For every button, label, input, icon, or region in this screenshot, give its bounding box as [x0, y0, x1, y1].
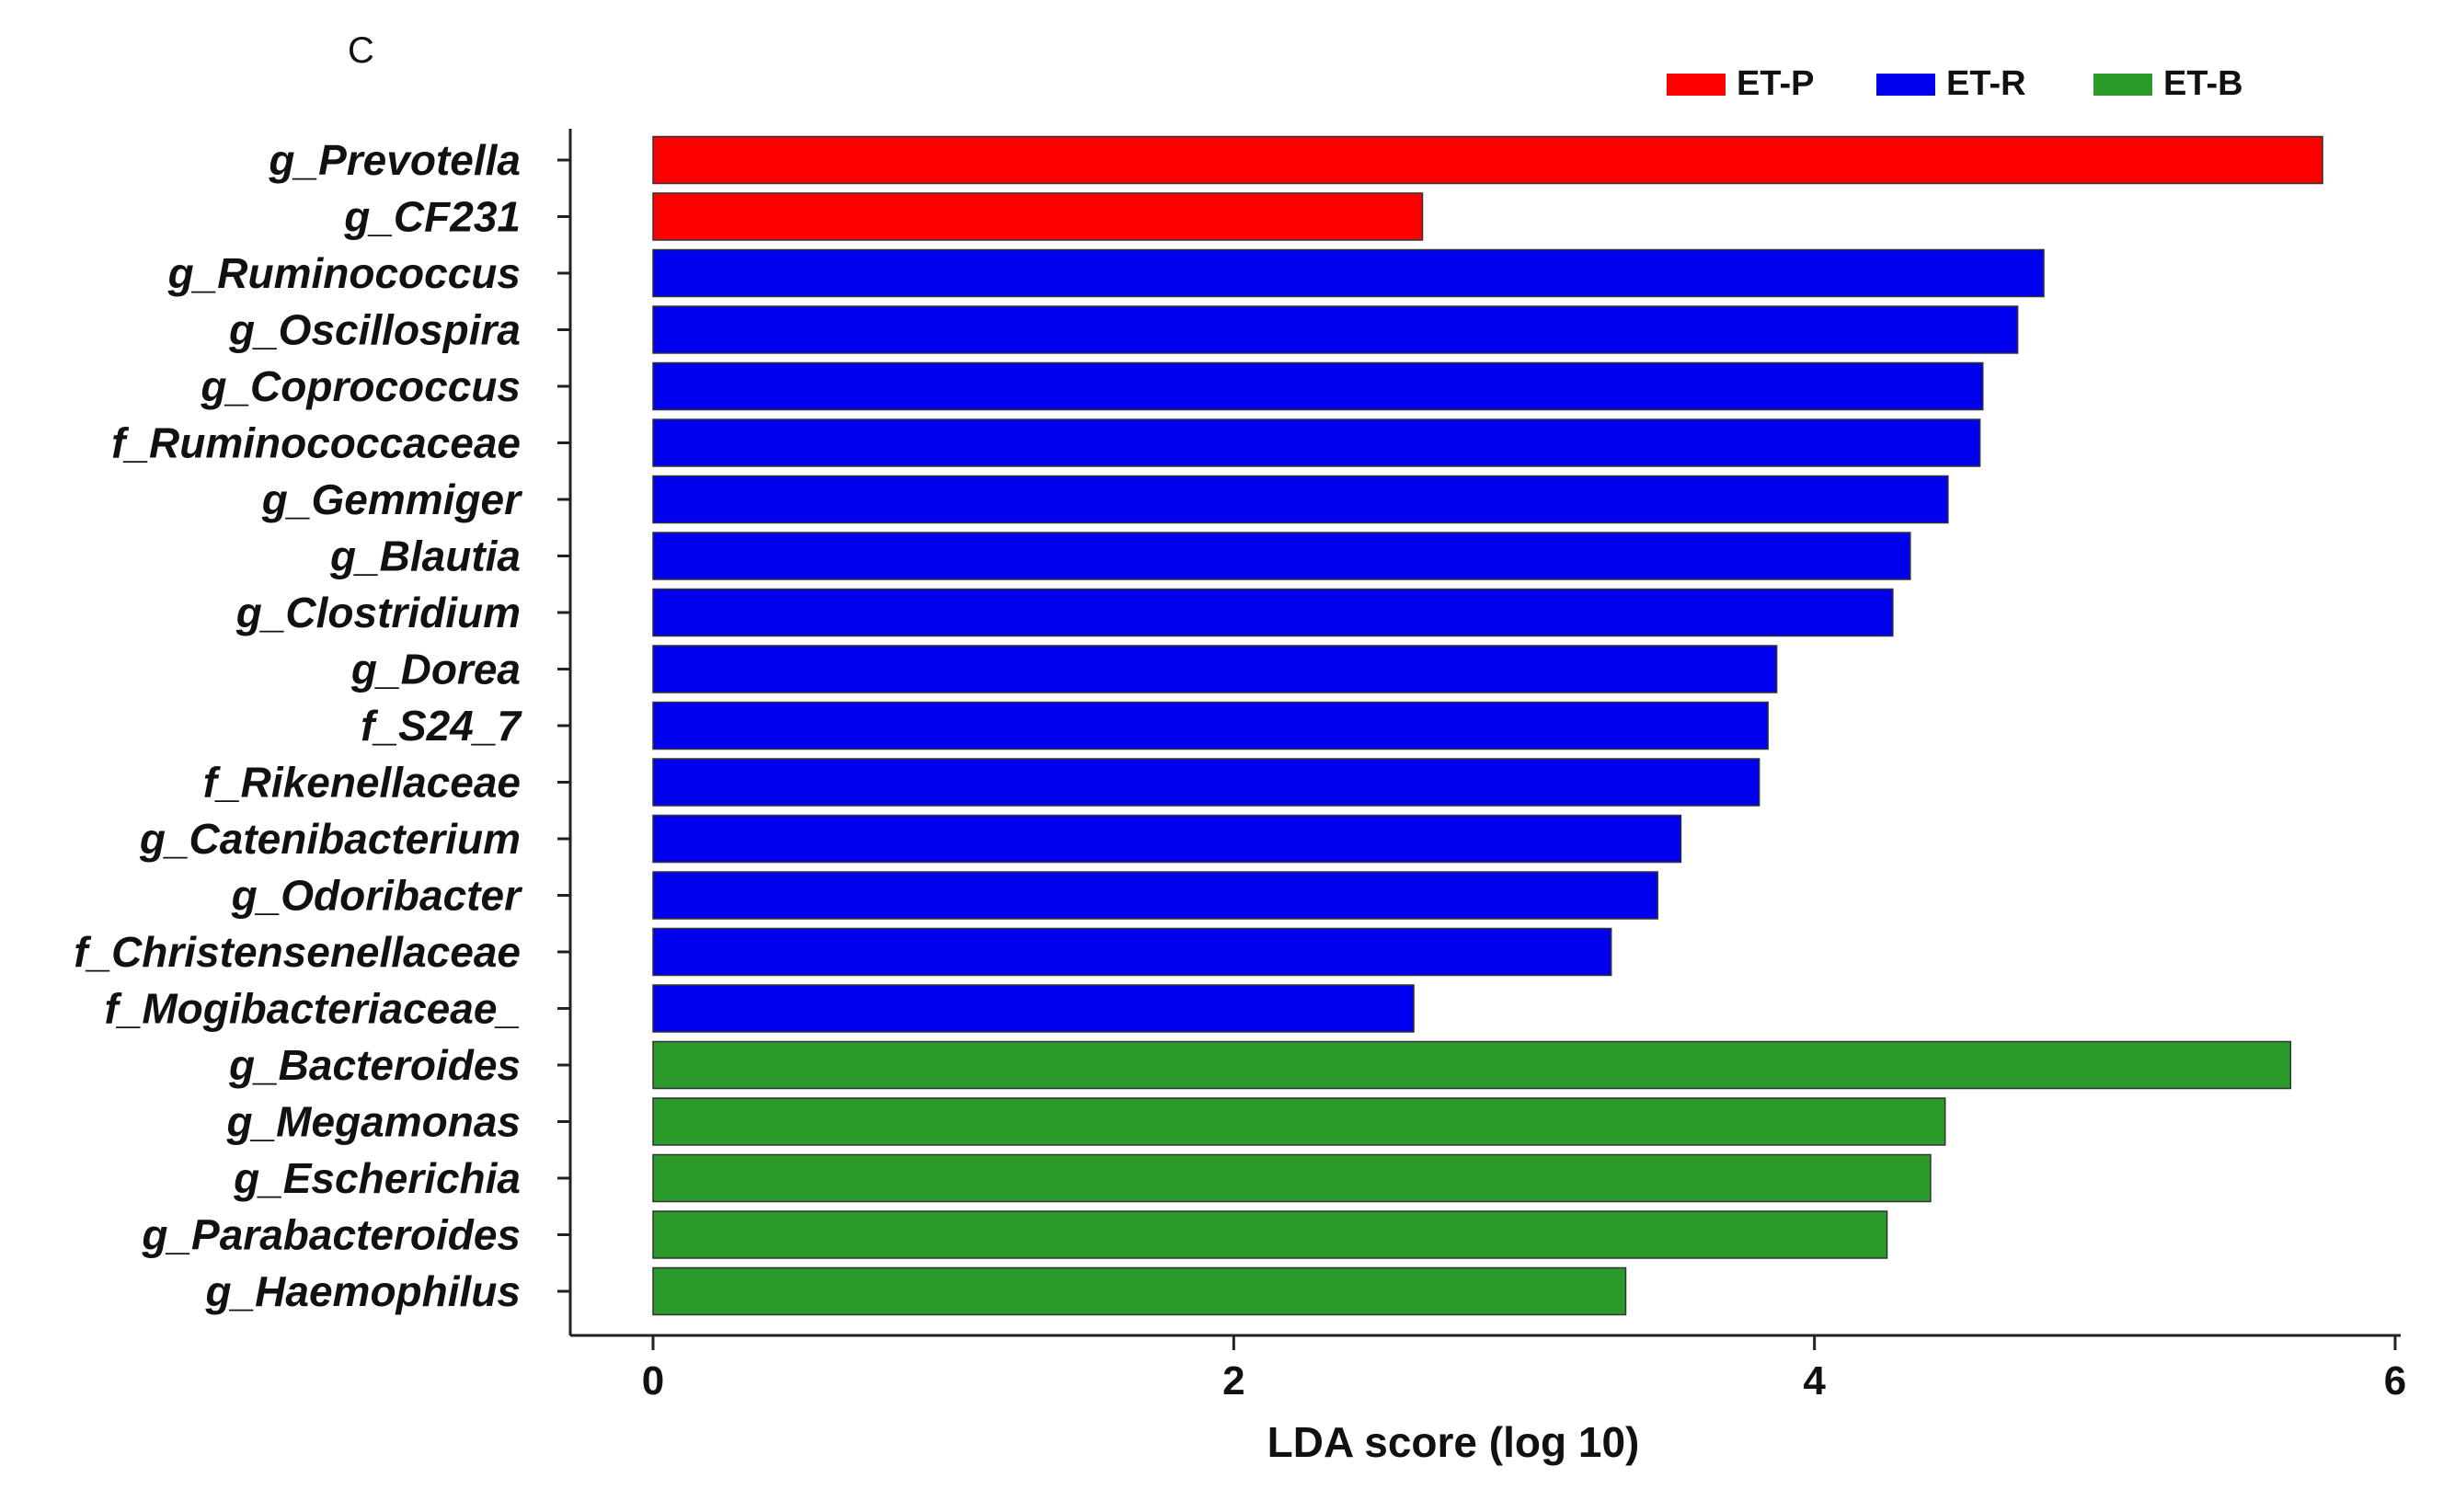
bars-group — [652, 135, 2323, 1316]
category-label: f_Ruminococcaceae — [111, 419, 521, 467]
bar-g_Megamonas — [652, 1097, 1946, 1146]
x-tick-label: 6 — [2384, 1358, 2406, 1403]
bar-g_CF231 — [652, 192, 1424, 241]
bar-g_Gemmiger — [652, 475, 1949, 524]
category-label: f_Mogibacteriaceae_ — [104, 985, 521, 1033]
category-label: g_Escherichia — [233, 1154, 521, 1202]
bar-g_Oscillospira — [652, 305, 2019, 354]
category-label: g_Blautia — [329, 533, 521, 580]
bar-g_Clostridium — [652, 588, 1894, 637]
category-label: g_Gemmiger — [261, 475, 522, 523]
category-label: g_Parabacteroides — [141, 1211, 521, 1259]
category-label: g_Haemophilus — [204, 1267, 521, 1315]
bar-g_Parabacteroides — [652, 1210, 1888, 1259]
bar-g_Prevotella — [652, 135, 2323, 185]
bar-f_Mogibacteriaceae_ — [652, 984, 1415, 1033]
category-label: g_Dorea — [350, 646, 521, 693]
bar-f_Ruminococcaceae — [652, 418, 1981, 467]
category-label: g_Catenibacterium — [139, 815, 521, 863]
bar-g_Dorea — [652, 645, 1778, 693]
legend-swatch-ET-R — [1876, 74, 1935, 96]
x-tick-label: 2 — [1222, 1358, 1244, 1403]
legend: ET-P ET-R ET-B — [1667, 64, 2243, 103]
category-label: g_CF231 — [343, 193, 521, 241]
bar-g_Blautia — [652, 532, 1911, 580]
legend-label: ET-P — [1737, 64, 1814, 103]
category-label: g_Coprococcus — [200, 362, 521, 410]
bar-f_Christensenellaceae — [652, 927, 1612, 977]
category-label: g_Megamonas — [225, 1098, 521, 1146]
bar-g_Odoribacter — [652, 871, 1658, 920]
category-label: g_Bacteroides — [228, 1041, 521, 1089]
category-label: f_Christensenellaceae — [74, 928, 521, 976]
category-label: f_S24_7 — [361, 702, 522, 750]
category-label: g_Odoribacter — [231, 872, 523, 920]
bar-g_Catenibacterium — [652, 814, 1682, 864]
bar-f_S24_7 — [652, 701, 1769, 750]
x-tick-label: 4 — [1803, 1358, 1826, 1403]
legend-swatch-ET-B — [2093, 74, 2152, 96]
legend-label: ET-R — [1946, 64, 2026, 103]
bar-g_Escherichia — [652, 1153, 1932, 1203]
category-labels: g_Prevotella g_CF231 g_Ruminococcus g_Oscil… — [74, 136, 522, 1315]
bar-g_Haemophilus — [652, 1266, 1627, 1316]
bar-g_Ruminococcus — [652, 248, 2045, 298]
bar-g_Coprococcus — [652, 361, 1984, 411]
category-label: g_Ruminococcus — [167, 249, 521, 297]
category-label: g_Prevotella — [268, 136, 521, 184]
legend-label: ET-B — [2163, 64, 2243, 103]
category-label: g_Oscillospira — [228, 306, 521, 354]
category-label: g_Clostridium — [235, 589, 521, 636]
x-tick-label: 0 — [642, 1358, 664, 1403]
legend-swatch-ET-P — [1667, 74, 1726, 96]
x-axis-title: LDA score (log 10) — [1267, 1418, 1640, 1466]
bar-f_Rikenellaceae — [652, 758, 1760, 807]
axes: 0 2 4 6 — [557, 129, 2406, 1403]
category-label: f_Rikenellaceae — [203, 759, 521, 807]
panel-label: C — [348, 30, 374, 71]
bar-g_Bacteroides — [652, 1040, 2292, 1090]
